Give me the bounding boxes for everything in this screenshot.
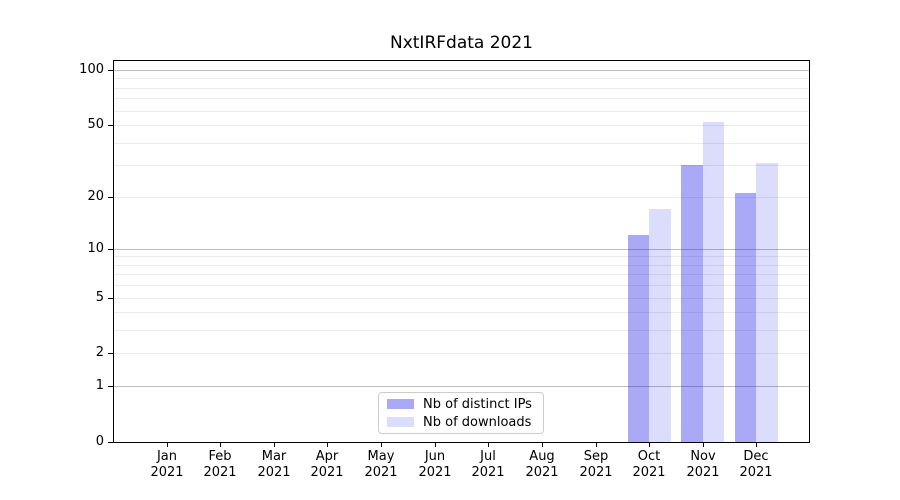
bar-distinct-ips-oct xyxy=(627,235,650,442)
legend: Nb of distinct IPs Nb of downloads xyxy=(378,392,544,434)
y-tick-label: 10 xyxy=(87,241,104,256)
x-tick-label: Nov 2021 xyxy=(686,449,720,480)
x-tick-mark xyxy=(649,443,650,447)
y-tick-label: 1 xyxy=(95,378,104,393)
x-tick-mark xyxy=(488,443,489,447)
gridline-minor xyxy=(114,265,809,266)
y-tick-mark xyxy=(108,386,113,387)
x-tick-label: Apr 2021 xyxy=(310,449,344,480)
x-tick-mark xyxy=(381,443,382,447)
gridline-minor xyxy=(114,111,809,112)
y-tick-mark xyxy=(108,125,113,126)
gridline-minor xyxy=(114,298,809,299)
x-tick-mark xyxy=(596,443,597,447)
x-tick-label: Oct 2021 xyxy=(632,449,666,480)
x-tick-label: Mar 2021 xyxy=(257,449,291,480)
gridline-minor xyxy=(114,165,809,166)
gridline-major xyxy=(114,249,809,250)
gridline-minor xyxy=(114,88,809,89)
y-tick-label: 20 xyxy=(87,189,104,204)
x-tick-mark xyxy=(327,443,328,447)
y-tick-label: 2 xyxy=(95,345,104,360)
bar-downloads-dec xyxy=(756,162,778,442)
y-tick-label: 5 xyxy=(95,290,104,305)
legend-item-downloads: Nb of downloads xyxy=(387,415,535,430)
bar-distinct-ips-dec xyxy=(734,192,757,442)
x-tick-label: Aug 2021 xyxy=(525,449,559,480)
legend-label-distinct-ips: Nb of distinct IPs xyxy=(423,396,532,412)
gridline-minor xyxy=(114,197,809,198)
chart-title: NxtIRFdata 2021 xyxy=(389,33,533,53)
legend-label-downloads: Nb of downloads xyxy=(423,414,532,430)
x-tick-label: Sep 2021 xyxy=(579,449,613,480)
gridline-minor xyxy=(114,285,809,286)
plot-area xyxy=(113,60,810,443)
x-tick-label: Jan 2021 xyxy=(150,449,184,480)
x-tick-mark xyxy=(435,443,436,447)
x-tick-mark xyxy=(220,443,221,447)
x-tick-mark xyxy=(756,443,757,447)
x-tick-mark xyxy=(274,443,275,447)
x-tick-mark xyxy=(542,443,543,447)
gridline-minor xyxy=(114,353,809,354)
x-tick-label: Jul 2021 xyxy=(471,449,505,480)
gridline-minor xyxy=(114,330,809,331)
x-tick-mark xyxy=(167,443,168,447)
y-tick-mark xyxy=(108,249,113,250)
legend-swatch-distinct-ips-icon xyxy=(387,399,414,409)
bar-distinct-ips-nov xyxy=(681,165,703,442)
y-tick-mark xyxy=(108,197,113,198)
y-tick-mark xyxy=(108,442,113,443)
gridline-minor xyxy=(114,98,809,99)
legend-item-distinct-ips: Nb of distinct IPs xyxy=(387,397,535,412)
x-tick-label: Feb 2021 xyxy=(203,449,237,480)
x-tick-label: Dec 2021 xyxy=(739,449,773,480)
legend-swatch-downloads-icon xyxy=(387,417,414,427)
x-tick-label: May 2021 xyxy=(364,449,398,480)
gridline-minor xyxy=(114,78,809,79)
y-tick-mark xyxy=(108,353,113,354)
y-tick-mark xyxy=(108,298,113,299)
gridline-minor xyxy=(114,125,809,126)
x-tick-mark xyxy=(703,443,704,447)
gridline-minor xyxy=(114,256,809,257)
x-tick-label: Jun 2021 xyxy=(418,449,452,480)
y-tick-label: 0 xyxy=(95,434,104,449)
gridline-minor xyxy=(114,274,809,275)
y-tick-mark xyxy=(108,70,113,71)
gridline-major xyxy=(114,386,809,387)
bar-downloads-nov xyxy=(702,121,725,442)
bar-downloads-oct xyxy=(649,209,671,442)
y-tick-label: 100 xyxy=(79,62,104,77)
gridline-minor xyxy=(114,143,809,144)
gridline-major xyxy=(114,70,809,71)
y-tick-label: 50 xyxy=(87,117,104,132)
gridline-minor xyxy=(114,312,809,313)
